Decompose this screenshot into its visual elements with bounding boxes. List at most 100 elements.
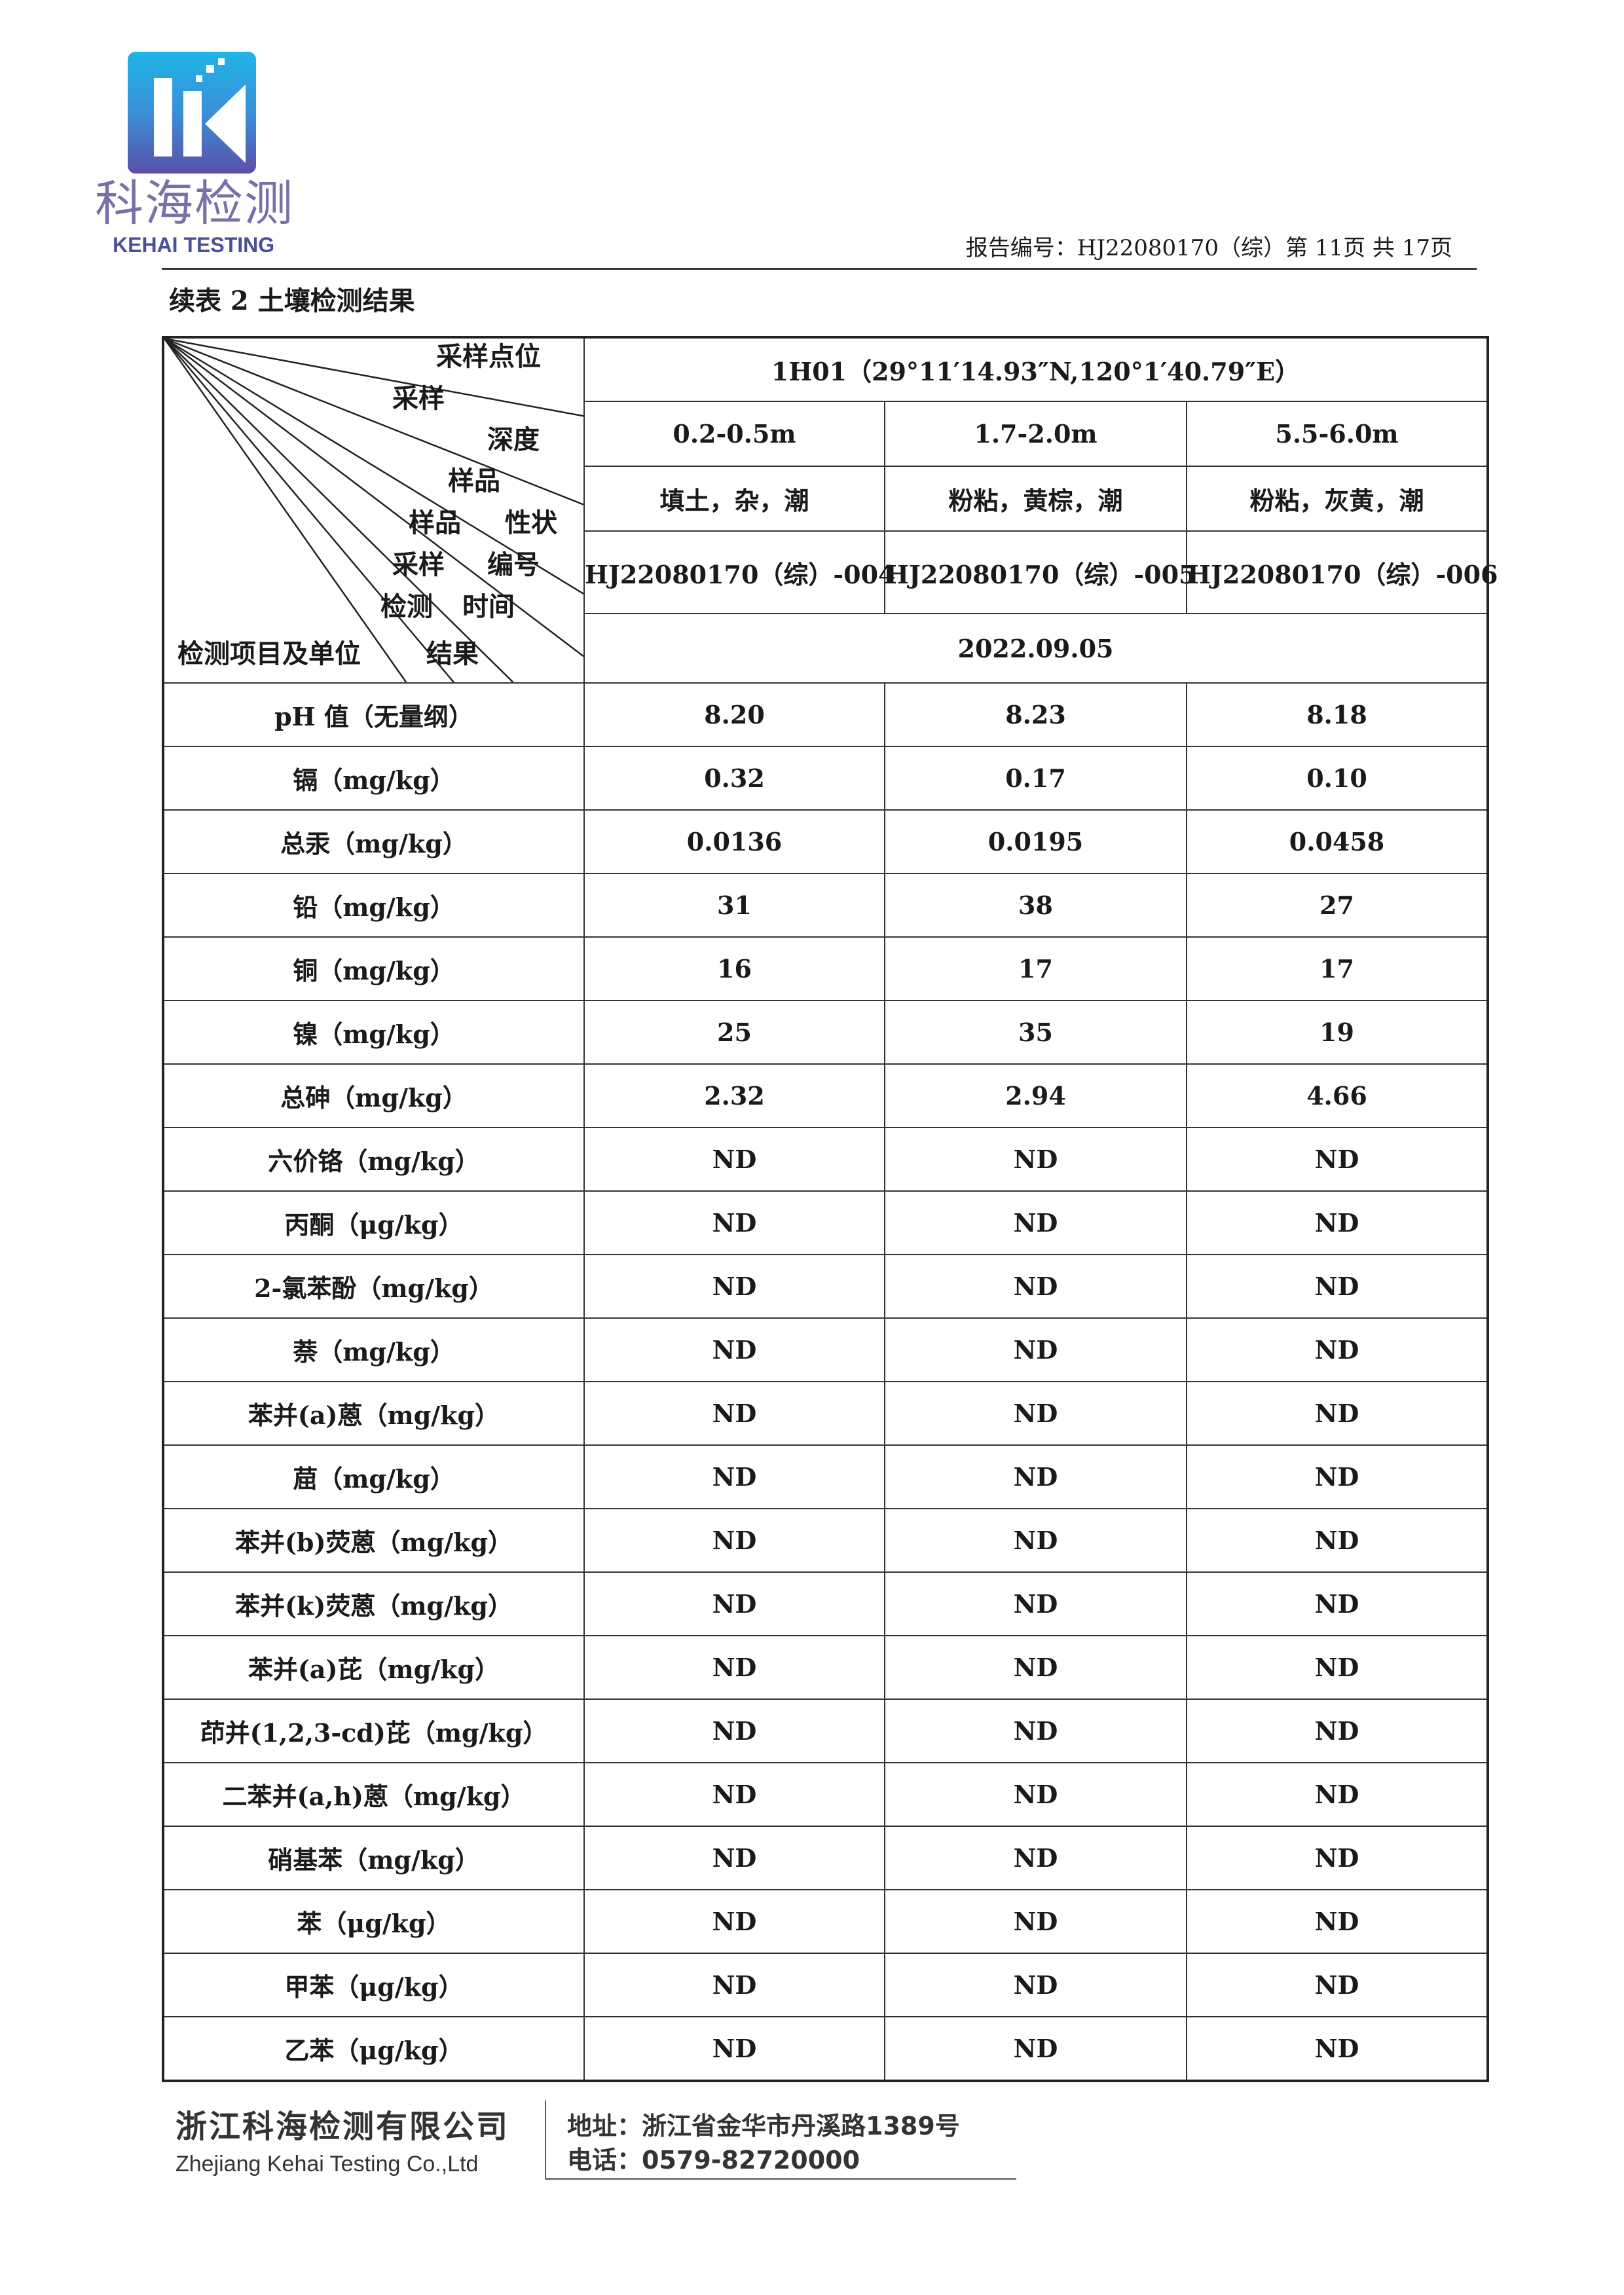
item-cell: pH 值（无量纲）	[162, 682, 585, 747]
label-depth: 深度	[487, 424, 540, 455]
table-row: 苯并(b)荧蒽（mg/kg） ND ND ND	[162, 1508, 1488, 1573]
value-cell: ND	[1186, 1698, 1488, 1763]
label-time: 时间	[462, 591, 515, 622]
value-cell: ND	[583, 1381, 885, 1446]
value-cell: ND	[884, 1317, 1187, 1382]
value-cell: ND	[583, 1889, 885, 1954]
table-row: 2-氯苯酚（mg/kg） ND ND ND	[162, 1254, 1488, 1319]
value-cell: ND	[1186, 1254, 1488, 1319]
value-cell: ND	[884, 1889, 1187, 1954]
table-row: 乙苯（μg/kg） ND ND ND	[162, 2016, 1488, 2082]
value-cell: 25	[583, 1000, 885, 1065]
label-property: 性状	[505, 507, 557, 538]
value-cell: ND	[1186, 1444, 1488, 1509]
table-row: 甲苯（μg/kg） ND ND ND	[162, 1953, 1488, 2017]
table-row: 总砷（mg/kg） 2.32 2.94 4.66	[162, 1063, 1488, 1128]
item-cell: 铅（mg/kg）	[162, 873, 585, 938]
value-cell: 38	[884, 873, 1187, 938]
header-divider	[162, 268, 1477, 270]
item-cell: 硝基苯（mg/kg）	[162, 1826, 585, 1890]
property-cell: 粉粘，黄棕，潮	[884, 466, 1187, 532]
logo-text-cn: 科海检测	[95, 175, 294, 232]
footer-company-cn: 浙江科海检测有限公司	[175, 2108, 510, 2145]
value-cell: 0.0195	[884, 809, 1187, 874]
item-cell: 䓛（mg/kg）	[162, 1444, 585, 1509]
table-row: 铜（mg/kg） 16 17 17	[162, 936, 1488, 1001]
table-row: pH 值（无量纲） 8.20 8.23 8.18	[162, 682, 1488, 747]
value-cell: ND	[884, 1826, 1187, 1890]
value-cell: ND	[884, 1190, 1187, 1255]
value-cell: 2.32	[583, 1063, 885, 1128]
item-cell: 萘（mg/kg）	[162, 1317, 585, 1382]
item-cell: 总汞（mg/kg）	[162, 809, 585, 874]
label-test: 检测	[380, 591, 433, 622]
table-row: 铅（mg/kg） 31 38 27	[162, 873, 1488, 938]
value-cell: 2.94	[884, 1063, 1187, 1128]
value-cell: 27	[1186, 873, 1488, 938]
table-caption: 续表 2 土壤检测结果	[169, 285, 415, 316]
value-cell: ND	[1186, 1317, 1488, 1382]
value-cell: ND	[1186, 1190, 1488, 1255]
table-row: 苯（μg/kg） ND ND ND	[162, 1889, 1488, 1954]
value-cell: 31	[583, 873, 885, 938]
company-logo	[128, 52, 256, 174]
label-sampling-point: 采样点位	[436, 341, 541, 372]
label-result: 结果	[426, 638, 479, 669]
table-row: 硝基苯（mg/kg） ND ND ND	[162, 1826, 1488, 1890]
value-cell: ND	[884, 1127, 1187, 1192]
item-cell: 苯并(k)荧蒽（mg/kg）	[162, 1571, 585, 1636]
table-row: 苯并(a)蒽（mg/kg） ND ND ND	[162, 1381, 1488, 1446]
value-cell: ND	[583, 1953, 885, 2017]
sample-id-cell: HJ22080170（综）-004	[583, 530, 896, 614]
sample-id-cell: HJ22080170（综）-006	[1186, 530, 1498, 614]
diagonal-header-cell: 采样点位 采样 深度 样品 样品 性状 采样 编号 检测 时间 检测项目及单位 …	[162, 337, 585, 684]
item-cell: 丙酮（μg/kg）	[162, 1190, 585, 1255]
item-cell: 茚并(1,2,3-cd)芘（mg/kg）	[162, 1698, 585, 1763]
value-cell: ND	[884, 1381, 1187, 1446]
value-cell: 16	[583, 936, 885, 1001]
value-cell: ND	[583, 1254, 885, 1319]
value-cell: ND	[1186, 1826, 1488, 1890]
footer-address: 地址：浙江省金华市丹溪路1389号	[567, 2112, 960, 2140]
value-cell: ND	[583, 1826, 885, 1890]
value-cell: ND	[884, 1571, 1187, 1636]
item-cell: 二苯并(a,h)蒽（mg/kg）	[162, 1762, 585, 1827]
property-cell: 填土，杂，潮	[583, 466, 885, 532]
value-cell: ND	[1186, 1953, 1488, 2017]
value-cell: 17	[884, 936, 1187, 1001]
sample-id-cell: HJ22080170（综）-005	[884, 530, 1196, 614]
item-cell: 总砷（mg/kg）	[162, 1063, 585, 1128]
label-sample: 样品	[448, 466, 500, 496]
value-cell: ND	[1186, 1127, 1488, 1192]
value-cell: 35	[884, 1000, 1187, 1065]
table-row: 镍（mg/kg） 25 35 19	[162, 1000, 1488, 1065]
item-cell: 2-氯苯酚（mg/kg）	[162, 1254, 585, 1319]
label-sample-2: 样品	[409, 507, 461, 538]
logo-text-en: KEHAI TESTING	[113, 233, 275, 257]
value-cell: ND	[583, 1444, 885, 1509]
value-cell: 19	[1186, 1000, 1488, 1065]
value-cell: ND	[884, 1762, 1187, 1827]
table-row: 萘（mg/kg） ND ND ND	[162, 1317, 1488, 1382]
item-cell: 苯并(a)芘（mg/kg）	[162, 1635, 585, 1700]
value-cell: 0.32	[583, 746, 885, 811]
item-cell: 铜（mg/kg）	[162, 936, 585, 1001]
value-cell: 0.17	[884, 746, 1187, 811]
value-cell: ND	[583, 1190, 885, 1255]
value-cell: ND	[884, 1444, 1187, 1509]
table-row: 䓛（mg/kg） ND ND ND	[162, 1444, 1488, 1509]
value-cell: ND	[884, 1953, 1187, 2017]
label-sampling: 采样	[392, 549, 445, 580]
depth-cell: 5.5-6.0m	[1186, 401, 1488, 467]
item-cell: 镉（mg/kg）	[162, 746, 585, 811]
value-cell: 4.66	[1186, 1063, 1488, 1128]
footer-company-en: Zhejiang Kehai Testing Co.,Ltd	[175, 2152, 479, 2176]
value-cell: 0.0136	[583, 809, 885, 874]
item-cell: 镍（mg/kg）	[162, 1000, 585, 1065]
value-cell: 0.10	[1186, 746, 1488, 811]
value-cell: ND	[884, 1508, 1187, 1573]
value-cell: 8.18	[1186, 682, 1488, 747]
table-row: 丙酮（μg/kg） ND ND ND	[162, 1190, 1488, 1255]
table-row: 二苯并(a,h)蒽（mg/kg） ND ND ND	[162, 1762, 1488, 1827]
label-item-unit: 检测项目及单位	[177, 638, 361, 669]
